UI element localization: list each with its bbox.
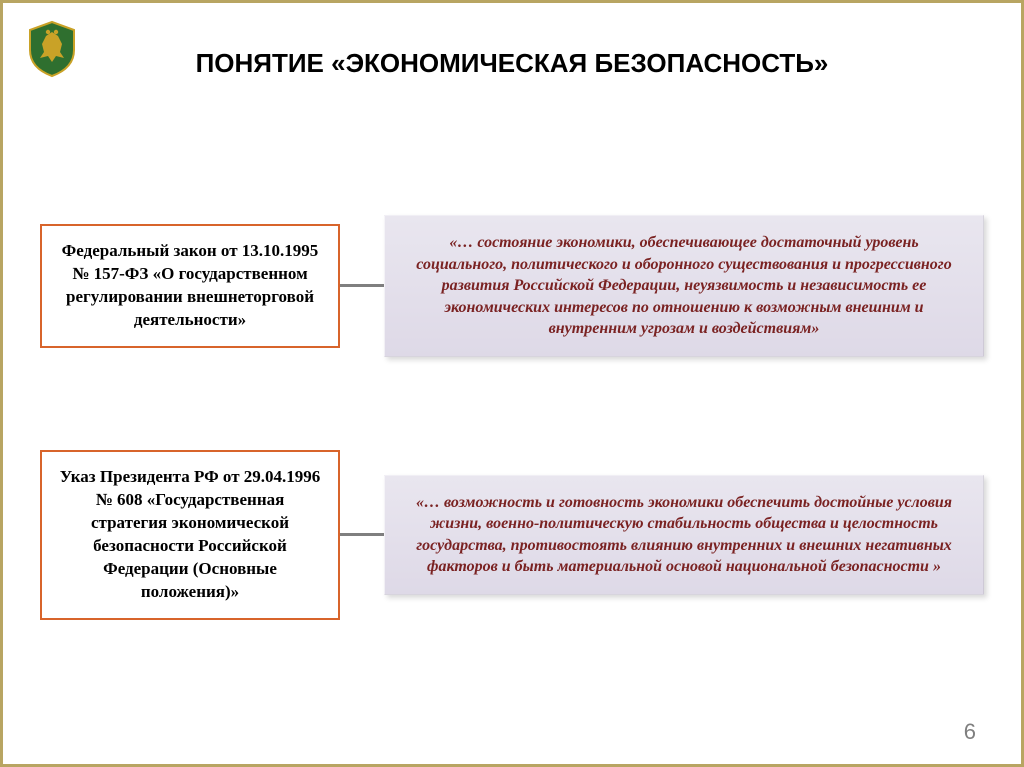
page-title: ПОНЯТИЕ «ЭКОНОМИЧЕСКАЯ БЕЗОПАСНОСТЬ» [0, 48, 1024, 79]
source-box: Указ Президента РФ от 29.04.1996 № 608 «… [40, 450, 340, 620]
slide-frame [0, 0, 1024, 767]
definition-box: «… состояние экономики, обеспечивающее д… [384, 215, 984, 357]
connector-line [340, 533, 384, 536]
connector-line [340, 284, 384, 287]
definition-box: «… возможность и готовность экономики об… [384, 475, 984, 595]
definition-row: Федеральный закон от 13.10.1995 № 157-ФЗ… [40, 215, 984, 357]
page-number: 6 [964, 719, 976, 745]
definition-row: Указ Президента РФ от 29.04.1996 № 608 «… [40, 450, 984, 620]
source-box: Федеральный закон от 13.10.1995 № 157-ФЗ… [40, 224, 340, 348]
